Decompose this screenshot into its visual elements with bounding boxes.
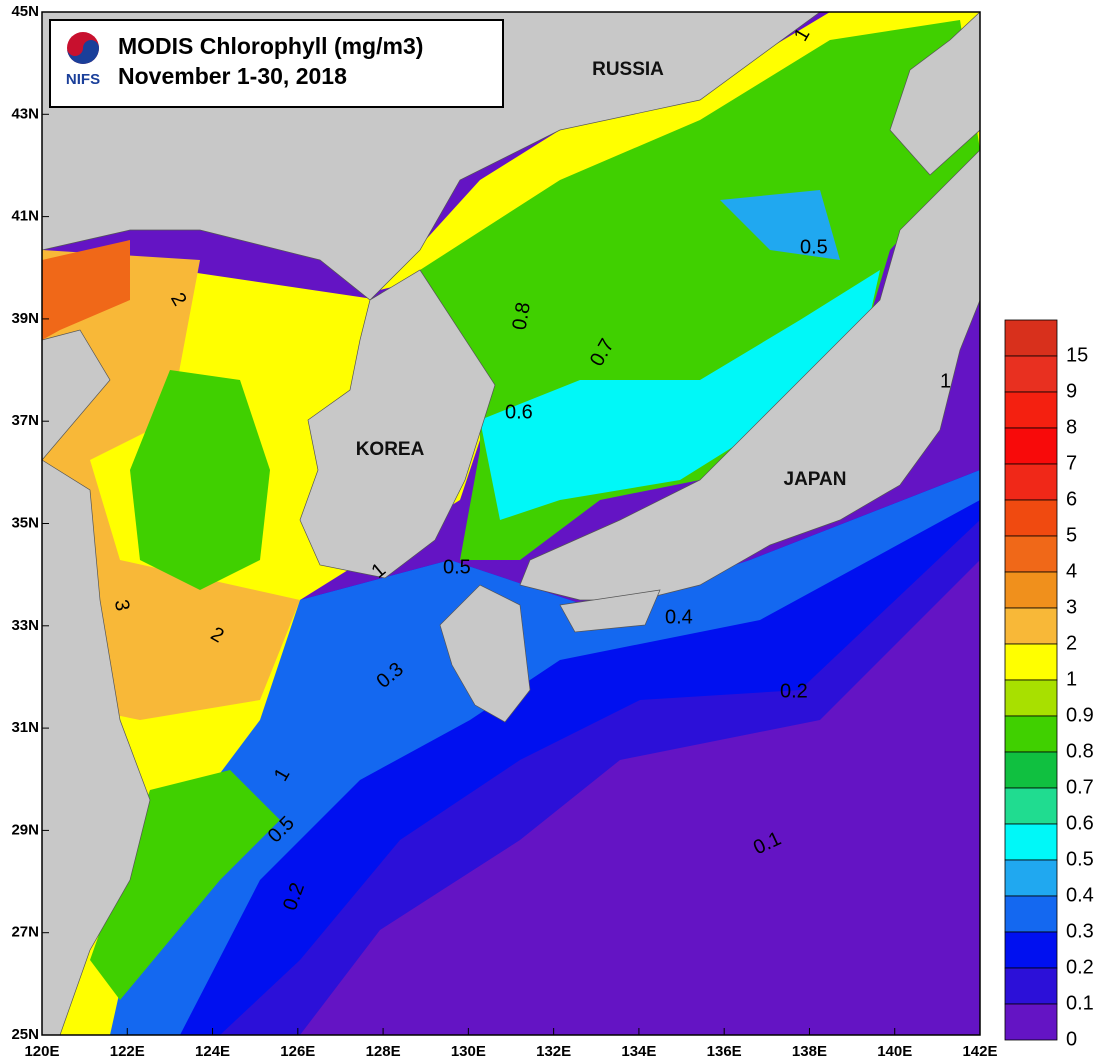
contour-label: 0.5 bbox=[800, 236, 828, 258]
land-japan bbox=[519, 149, 980, 601]
colorbar-label: 0 bbox=[1066, 1028, 1077, 1050]
colorbar-swatch bbox=[1004, 535, 1058, 573]
x-tick-label: 128E bbox=[366, 1043, 401, 1060]
colorbar-label: 0.3 bbox=[1066, 920, 1094, 942]
x-tick-label: 132E bbox=[536, 1043, 571, 1060]
contour-label: 0.6 bbox=[505, 401, 533, 423]
colorbar-label: 6 bbox=[1066, 488, 1077, 510]
colorbar-swatch bbox=[1004, 643, 1058, 681]
colorbar-label: 15 bbox=[1066, 344, 1088, 366]
colorbar-swatch bbox=[1004, 607, 1058, 645]
colorbar-swatch bbox=[1004, 715, 1058, 753]
colorbar-label: 0.2 bbox=[1066, 956, 1094, 978]
colorbar-swatch bbox=[1004, 499, 1058, 537]
x-tick-label: 134E bbox=[621, 1043, 656, 1060]
y-tick-label: 27N bbox=[11, 924, 39, 941]
zone-orange2 bbox=[42, 240, 130, 340]
colorbar-label: 9 bbox=[1066, 380, 1077, 402]
y-tick-label: 37N bbox=[11, 412, 39, 429]
zone-cyan-ej bbox=[480, 270, 880, 520]
colorbar-label: 2 bbox=[1066, 632, 1077, 654]
colorbar-swatch bbox=[1004, 895, 1058, 933]
colorbar-label: 0.6 bbox=[1066, 812, 1094, 834]
x-tick-label: 120E bbox=[24, 1043, 59, 1060]
title-box bbox=[49, 19, 504, 108]
colorbar-swatch bbox=[1004, 391, 1058, 429]
colorbar-label: 1 bbox=[1066, 668, 1077, 690]
x-tick-label: 130E bbox=[451, 1043, 486, 1060]
x-tick-label: 122E bbox=[110, 1043, 145, 1060]
colorbar-label: 8 bbox=[1066, 416, 1077, 438]
land-kyushu bbox=[439, 584, 531, 723]
contour-label: 0.2 bbox=[780, 680, 808, 702]
region-label: RUSSIA bbox=[592, 59, 664, 80]
colorbar-swatch bbox=[1004, 427, 1058, 465]
x-tick-label: 140E bbox=[877, 1043, 912, 1060]
colorbar-swatch bbox=[1004, 355, 1058, 393]
colorbar-label: 5 bbox=[1066, 524, 1077, 546]
colorbar-swatch bbox=[1004, 931, 1058, 969]
colorbar-label: 0.8 bbox=[1066, 740, 1094, 762]
zone-orange bbox=[42, 250, 300, 720]
contour-label: 0.8 bbox=[508, 301, 534, 332]
y-tick-label: 29N bbox=[11, 821, 39, 838]
contour-label: 1 bbox=[940, 370, 951, 392]
y-tick-label: 41N bbox=[11, 208, 39, 225]
x-tick-label: 136E bbox=[707, 1043, 742, 1060]
land-hokkaido bbox=[889, 12, 980, 176]
y-tick-label: 33N bbox=[11, 617, 39, 634]
colorbar-label: 0.1 bbox=[1066, 992, 1094, 1014]
contour-label: 3 bbox=[110, 598, 134, 613]
colorbar-swatch bbox=[1004, 571, 1058, 609]
colorbar-label: 0.7 bbox=[1066, 776, 1094, 798]
region-label: JAPAN bbox=[784, 469, 847, 490]
colorbar-swatch bbox=[1004, 823, 1058, 861]
contour-label: 0.4 bbox=[665, 606, 693, 628]
y-tick-label: 31N bbox=[11, 719, 39, 736]
colorbar-swatch bbox=[1004, 463, 1058, 501]
colorbar-label: 3 bbox=[1066, 596, 1077, 618]
colorbar-swatch bbox=[1004, 751, 1058, 789]
y-tick-label: 39N bbox=[11, 310, 39, 327]
colorbar-swatch bbox=[1004, 967, 1058, 1005]
region-label: KOREA bbox=[356, 439, 425, 460]
x-tick-label: 142E bbox=[962, 1043, 997, 1060]
land-korea bbox=[299, 269, 496, 579]
logo-part bbox=[67, 40, 99, 64]
map-area bbox=[42, 12, 980, 1035]
contour-label: 0.5 bbox=[443, 556, 471, 578]
x-tick-label: 126E bbox=[280, 1043, 315, 1060]
zone-04 bbox=[42, 470, 980, 1035]
x-tick-label: 124E bbox=[195, 1043, 230, 1060]
colorbar-label: 0.5 bbox=[1066, 848, 1094, 870]
x-tick-label: 138E bbox=[792, 1043, 827, 1060]
colorbar-label: 7 bbox=[1066, 452, 1077, 474]
zone-light-blue bbox=[720, 190, 840, 260]
colorbar-swatch bbox=[1004, 679, 1058, 717]
colorbar-swatch bbox=[1004, 1003, 1058, 1041]
zone-green-ys bbox=[130, 370, 270, 590]
title: MODIS Chlorophyll (mg/m3) bbox=[118, 33, 423, 59]
colorbar-label: 4 bbox=[1066, 560, 1077, 582]
y-tick-label: 25N bbox=[11, 1026, 39, 1043]
colorbar-label: 0.4 bbox=[1066, 884, 1094, 906]
y-tick-label: 45N bbox=[11, 3, 39, 20]
y-tick-label: 35N bbox=[11, 514, 39, 531]
land-china bbox=[42, 329, 151, 1035]
y-tick-label: 43N bbox=[11, 105, 39, 122]
colorbar-swatch bbox=[1004, 787, 1058, 825]
land-shikoku bbox=[559, 589, 661, 633]
logo-text: NIFS bbox=[66, 71, 100, 88]
colorbar-label: 0.9 bbox=[1066, 704, 1094, 726]
subtitle: November 1-30, 2018 bbox=[118, 63, 347, 89]
colorbar-swatch bbox=[1004, 319, 1058, 357]
colorbar-swatch bbox=[1004, 859, 1058, 897]
